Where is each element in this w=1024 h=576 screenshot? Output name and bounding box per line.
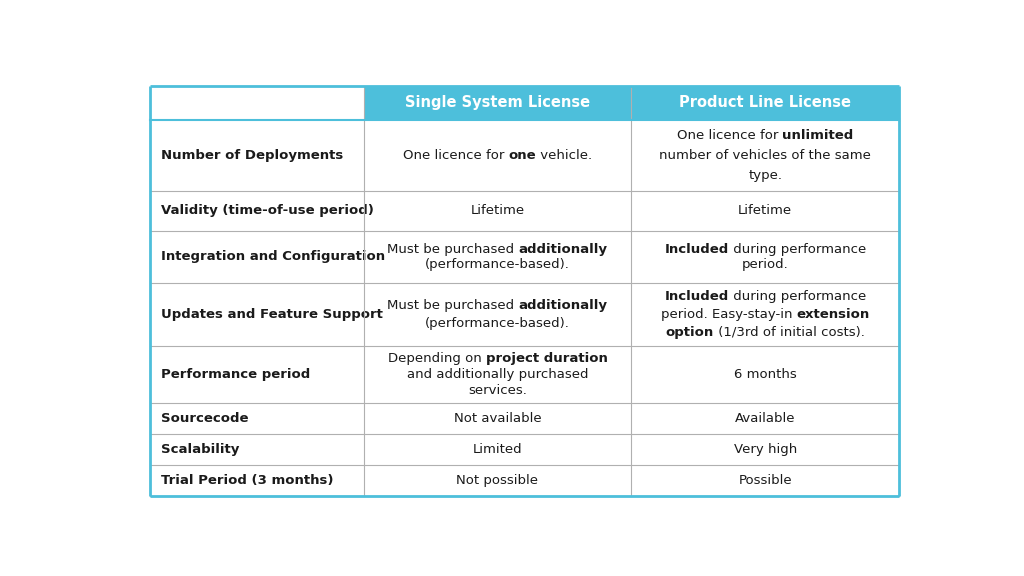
Text: Scalability: Scalability — [161, 443, 239, 456]
Text: Included: Included — [665, 243, 729, 256]
Bar — [631, 434, 899, 465]
Bar — [631, 403, 899, 434]
Bar — [631, 231, 899, 283]
Text: Performance period: Performance period — [161, 368, 310, 381]
Text: unlimited: unlimited — [782, 129, 854, 142]
Text: Not available: Not available — [454, 412, 542, 425]
Bar — [151, 346, 364, 403]
Text: Not possible: Not possible — [457, 474, 539, 487]
Bar — [151, 465, 364, 496]
Text: Must be purchased: Must be purchased — [387, 299, 518, 312]
Text: Available: Available — [735, 412, 796, 425]
Bar — [631, 346, 899, 403]
Bar — [151, 120, 364, 191]
Text: Must be purchased: Must be purchased — [387, 243, 518, 256]
Text: One licence for: One licence for — [402, 149, 508, 162]
Bar — [151, 434, 364, 465]
Text: (performance-based).: (performance-based). — [425, 257, 570, 271]
Text: period.: period. — [742, 257, 788, 271]
Text: vehicle.: vehicle. — [536, 149, 592, 162]
Text: Sourcecode: Sourcecode — [161, 412, 248, 425]
Text: Very high: Very high — [733, 443, 797, 456]
Text: Product Line License: Product Line License — [679, 95, 851, 110]
Bar — [364, 231, 631, 283]
Text: services.: services. — [468, 384, 527, 397]
Bar — [364, 346, 631, 403]
Text: one: one — [508, 149, 536, 162]
Bar — [364, 120, 631, 191]
Text: Trial Period (3 months): Trial Period (3 months) — [161, 474, 333, 487]
Text: additionally: additionally — [518, 243, 607, 256]
Bar — [631, 86, 899, 120]
Text: Lifetime: Lifetime — [470, 204, 524, 218]
Bar — [631, 283, 899, 346]
Text: Single System License: Single System License — [404, 95, 590, 110]
Bar — [151, 191, 364, 231]
Text: Depending on: Depending on — [387, 352, 485, 365]
Text: number of vehicles of the same: number of vehicles of the same — [659, 149, 871, 162]
Bar — [631, 465, 899, 496]
Text: Number of Deployments: Number of Deployments — [161, 149, 343, 162]
Text: Updates and Feature Support: Updates and Feature Support — [161, 308, 382, 321]
Bar — [631, 191, 899, 231]
Bar — [151, 283, 364, 346]
Bar — [364, 403, 631, 434]
Text: Possible: Possible — [738, 474, 793, 487]
Bar — [151, 231, 364, 283]
Bar — [364, 191, 631, 231]
Text: One licence for: One licence for — [677, 129, 782, 142]
Text: extension: extension — [797, 308, 869, 321]
Bar — [364, 86, 631, 120]
Bar — [631, 120, 899, 191]
Bar — [364, 465, 631, 496]
Text: type.: type. — [749, 169, 782, 182]
Text: project duration: project duration — [485, 352, 607, 365]
Text: period. Easy-stay-in: period. Easy-stay-in — [660, 308, 797, 321]
Text: Limited: Limited — [473, 443, 522, 456]
Bar — [364, 283, 631, 346]
Bar — [364, 434, 631, 465]
Bar — [151, 403, 364, 434]
Text: 6 months: 6 months — [734, 368, 797, 381]
Text: (performance-based).: (performance-based). — [425, 317, 570, 329]
Text: Integration and Configuration: Integration and Configuration — [161, 251, 385, 263]
Text: (1/3rd of initial costs).: (1/3rd of initial costs). — [714, 325, 865, 339]
Text: Lifetime: Lifetime — [738, 204, 793, 218]
Text: during performance: during performance — [729, 243, 866, 256]
Text: Included: Included — [665, 290, 729, 304]
Text: option: option — [666, 325, 714, 339]
Text: Validity (time-of-use period): Validity (time-of-use period) — [161, 204, 374, 218]
Text: during performance: during performance — [729, 290, 866, 304]
Bar — [151, 86, 364, 120]
Text: and additionally purchased: and additionally purchased — [407, 368, 588, 381]
Text: additionally: additionally — [518, 299, 607, 312]
